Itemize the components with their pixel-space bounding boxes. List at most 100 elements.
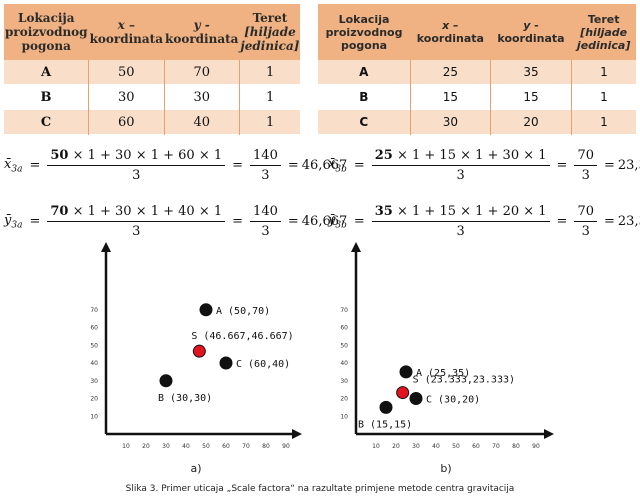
header-y: y - koordinata <box>164 4 240 60</box>
chart-b-axes: 10 20 30 40 50 60 70 80 90 10 20 30 40 50 60 70 <box>340 242 554 450</box>
header-x: x – koordinata <box>410 4 491 60</box>
y-tick-label: 10 <box>90 413 98 420</box>
data-label: B (30,30) <box>158 393 212 404</box>
cell-load: 1 <box>570 84 636 110</box>
y-tick-label: 20 <box>340 396 348 403</box>
scatter-chart-a: 10 20 30 40 50 60 70 80 90 10 20 30 40 50 60 70 A (50,70… <box>90 242 302 475</box>
table-b-header-row: Lokacija proizvodnog pogona x – koordinata … <box>318 4 636 60</box>
chart-title: a) <box>190 462 201 475</box>
data-point-c <box>219 356 233 370</box>
cell-x: 30 <box>88 84 164 110</box>
data-label: A (25,35) <box>416 368 470 379</box>
data-point-a <box>399 365 413 379</box>
y-tick-label: 10 <box>340 413 348 420</box>
y-tick-label: 30 <box>340 378 348 385</box>
cell-y: 30 <box>163 84 240 110</box>
y-tick-label: 50 <box>340 342 348 349</box>
cell-name: A <box>359 65 369 79</box>
chart-title: b) <box>440 462 451 475</box>
cell-y: 15 <box>490 84 572 110</box>
data-point-s <box>192 344 206 358</box>
table-row: C 30 20 1 <box>318 109 636 135</box>
cell-y: 70 <box>163 60 240 85</box>
x-tick-label: 60 <box>222 443 230 450</box>
y-tick-label: 50 <box>90 342 98 349</box>
x-tick-label: 50 <box>202 443 210 450</box>
x-tick-label: 30 <box>412 443 420 450</box>
header-load: Teret [hiljade jedinica] <box>571 4 636 60</box>
header-x: x – koordinata <box>88 4 164 60</box>
x-axis-arrow <box>544 429 554 439</box>
cell-name: C <box>40 114 52 130</box>
cell-load: 1 <box>238 84 301 110</box>
x-tick-label: 80 <box>512 443 520 450</box>
cell-x: 30 <box>409 109 491 135</box>
table-row: A 25 35 1 <box>318 60 636 85</box>
table-b: Lokacija proizvodnog pogona x – koordinata … <box>318 4 636 135</box>
x-tick-label: 20 <box>392 443 400 450</box>
data-point-b <box>379 400 393 414</box>
x-tick-label: 70 <box>242 443 250 450</box>
x-tick-label: 40 <box>432 443 440 450</box>
cell-name: B <box>359 90 369 104</box>
cell-x: 25 <box>409 60 491 85</box>
y-tick-label: 60 <box>90 325 98 332</box>
data-label: S (46.667,46.667) <box>191 331 293 342</box>
equation-result: 23,333 <box>617 214 640 229</box>
y-axis-arrow <box>101 242 111 252</box>
equation-symbol: x̄3a <box>4 156 23 175</box>
y-tick-label: 60 <box>340 325 348 332</box>
data-label: A (50,70) <box>216 306 270 317</box>
header-location: Lokacija proizvodnog pogona <box>4 4 89 60</box>
y-tick-label: 70 <box>90 307 98 314</box>
y-tick-label: 70 <box>340 307 348 314</box>
x-axis-arrow <box>292 429 302 439</box>
equation-result: 46,667 <box>301 158 348 173</box>
y-axis-arrow <box>351 242 361 252</box>
table-row: B 15 15 1 <box>318 84 636 110</box>
cell-name: B <box>40 89 52 105</box>
x-tick-label: 80 <box>262 443 270 450</box>
cell-name: A <box>40 64 52 80</box>
data-label: C (60,40) <box>236 359 290 370</box>
y-tick-label: 20 <box>90 396 98 403</box>
data-label: B (15,15) <box>358 419 412 430</box>
cell-y: 20 <box>490 109 572 135</box>
y-tick-label: 40 <box>90 360 98 367</box>
equation-symbol: ȳ3b <box>328 212 347 231</box>
table-row: B 30 30 1 <box>4 84 301 110</box>
header-location: Lokacija proizvodnog pogona <box>318 4 411 60</box>
data-point-b <box>159 374 173 388</box>
equation-result: 46,667 <box>301 214 348 229</box>
cell-load: 1 <box>570 60 636 85</box>
x-tick-label: 10 <box>372 443 380 450</box>
y-tick-label: 40 <box>340 360 348 367</box>
x-tick-label: 10 <box>122 443 130 450</box>
header-y: y - koordinata <box>490 4 572 60</box>
cell-y: 40 <box>163 109 240 135</box>
x-tick-label: 30 <box>162 443 170 450</box>
x-tick-label: 90 <box>282 443 290 450</box>
header-load: Teret [hiljade jedinica] <box>239 4 301 60</box>
cell-name: C <box>359 115 369 129</box>
table-row: C 60 40 1 <box>4 109 301 135</box>
cell-load: 1 <box>238 60 301 85</box>
x-tick-label: 90 <box>532 443 540 450</box>
cell-load: 1 <box>238 109 301 135</box>
data-label: C (30,20) <box>426 395 480 406</box>
table-row: A 50 70 1 <box>4 60 301 85</box>
chart-a-axes: 10 20 30 40 50 60 70 80 90 10 20 30 40 50 60 70 <box>90 242 302 450</box>
cell-load: 1 <box>570 109 636 135</box>
equation-result: 23,333 <box>617 158 640 173</box>
table-a-header-row: Lokacija proizvodnog pogona x – koordinata … <box>4 4 301 60</box>
equation-symbol: ȳ3a <box>4 212 23 231</box>
cell-x: 60 <box>88 109 164 135</box>
cell-y: 35 <box>490 60 572 85</box>
x-tick-label: 20 <box>142 443 150 450</box>
figure-caption: Slika 3. Primer uticaja „Scale factora“ … <box>125 484 515 494</box>
table-a: Lokacija proizvodnog pogona x – koordinata … <box>4 4 301 135</box>
